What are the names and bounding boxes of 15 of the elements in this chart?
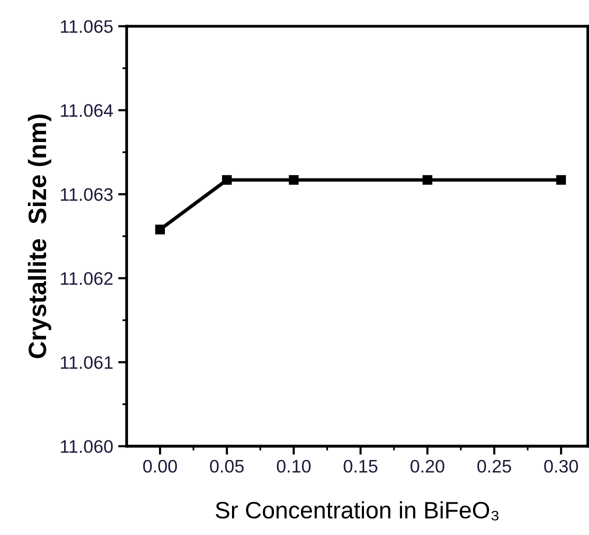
x-tick-label: 0.05 [210,460,244,473]
x-tick-label: 0.25 [477,460,512,473]
x-tick-label: 0.00 [143,460,177,473]
x-tick-label: 0.20 [410,460,444,473]
x-tick-label: 0.15 [344,460,378,473]
y-axis-title: Crystallite Size (nm) [28,114,52,358]
y-tick-label: 11.060 [60,440,113,453]
x-tick-label: 0.10 [276,460,311,473]
y-tick-label: 11.063 [60,188,113,201]
y-tick-label: 11.061 [60,356,113,369]
x-axis-title: Sr Concentration in BiFeO₃ [216,501,498,520]
x-tick-label: 0.30 [544,460,578,473]
y-tick-label: 11.062 [60,272,113,285]
y-tick-label: 11.064 [60,104,113,117]
y-tick-label: 11.065 [60,20,113,33]
